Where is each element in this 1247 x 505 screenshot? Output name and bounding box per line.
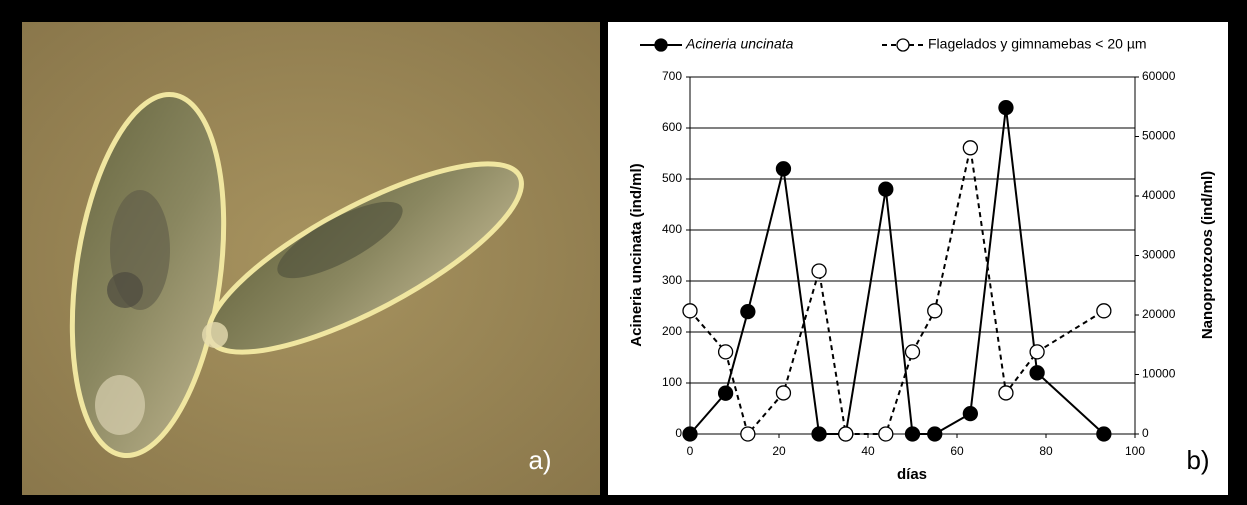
data-point (904, 426, 921, 442)
data-point (775, 161, 792, 177)
y-tick-label: 400 (662, 222, 682, 236)
y-tick-label: 300 (662, 273, 682, 287)
x-tick-label: 60 (950, 444, 964, 458)
vacuole (107, 272, 143, 308)
y2-tick-label: 10000 (1142, 367, 1176, 381)
y-tick-label: 700 (662, 69, 682, 83)
data-point (962, 140, 978, 156)
data-point (878, 181, 894, 197)
x-tick-label: 40 (861, 444, 875, 458)
vacuole (202, 322, 228, 348)
nucleus (277, 201, 403, 279)
x-tick-label: 20 (772, 444, 786, 458)
data-point (717, 385, 734, 401)
y2-tick-label: 0 (1142, 426, 1149, 440)
data-point (838, 426, 854, 442)
y-tick-label: 200 (662, 324, 682, 338)
data-point (927, 426, 943, 442)
data-point (1096, 426, 1112, 442)
y2-tick-label: 30000 (1142, 248, 1176, 262)
legend-marker (654, 38, 668, 52)
data-point (1029, 344, 1045, 360)
data-point (682, 303, 698, 319)
y-tick-label: 500 (662, 171, 682, 185)
data-point (1029, 365, 1045, 381)
data-point (811, 263, 827, 279)
y2-axis-label: Nanoprotozoos (ind/ml) (1199, 171, 1216, 339)
data-point (1096, 303, 1112, 319)
data-point (717, 344, 734, 360)
x-tick-label: 0 (687, 444, 694, 458)
data-point (740, 303, 756, 320)
y2-tick-label: 40000 (1142, 188, 1176, 202)
data-point (682, 426, 698, 442)
panel-label: b) (1186, 445, 1209, 475)
y2-tick-label: 50000 (1142, 129, 1176, 143)
y-tick-label: 600 (662, 120, 682, 134)
x-tick-label: 100 (1125, 444, 1145, 458)
vacuole (95, 375, 145, 435)
panel-label: a) (528, 445, 551, 475)
y2-tick-label: 20000 (1142, 307, 1176, 321)
photo (22, 22, 600, 495)
x-axis-label: días (897, 466, 927, 483)
x-tick-label: 80 (1039, 444, 1053, 458)
data-point (775, 385, 792, 401)
data-point (998, 99, 1014, 116)
y-tick-label: 100 (662, 375, 682, 389)
legend-marker (896, 38, 910, 52)
data-point (927, 303, 943, 319)
data-point (811, 426, 827, 442)
legend-label: Flagelados y gimnamebas < 20 µm (928, 36, 1147, 52)
data-point (878, 426, 894, 442)
y-axis-label: Acineria uncinata (ind/ml) (628, 163, 645, 346)
y-tick-label: 0 (675, 426, 682, 440)
data-point (904, 344, 921, 360)
legend-label: Acineria uncinata (685, 36, 794, 52)
data-point (998, 385, 1014, 401)
y2-tick-label: 60000 (1142, 69, 1176, 83)
data-point (962, 405, 978, 422)
chart-panel (608, 22, 1228, 495)
data-point (740, 426, 756, 442)
